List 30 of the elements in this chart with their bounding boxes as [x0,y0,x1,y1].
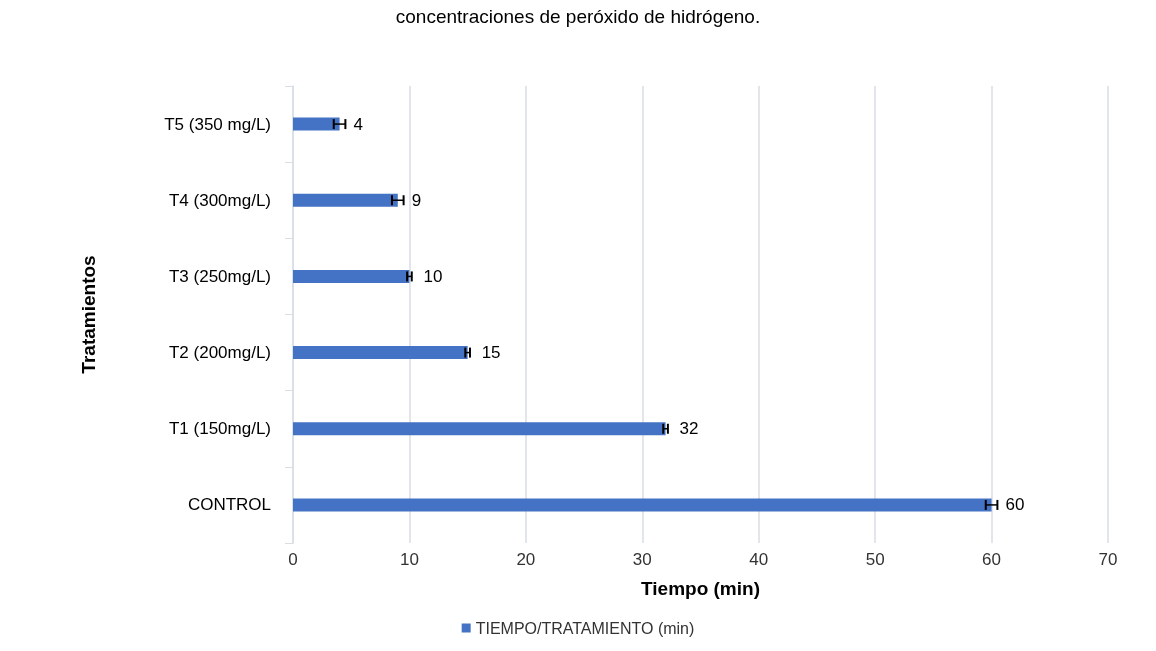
bar [293,269,410,283]
data-label: 32 [679,419,699,439]
x-tick-label: 10 [399,550,419,569]
y-axis-title: Tratamientos [78,255,99,374]
bar [293,346,468,360]
x-tick-label: 40 [749,550,769,569]
data-label: 15 [481,343,501,363]
legend-label: TIEMPO/TRATAMIENTO (min) [475,619,695,637]
y-tick-label: T5 (350 mg/L) [164,114,271,134]
x-tick-label: 0 [288,550,298,569]
y-tick-label: CONTROL [187,495,271,515]
bar [293,193,398,207]
x-axis-title: Tiempo (min) [641,578,760,599]
y-tick-label: T2 (200mg/L) [168,343,271,363]
x-tick-label: 20 [516,550,536,569]
data-label: 60 [1005,495,1025,515]
bar [293,117,340,131]
data-label: 10 [423,266,443,286]
y-tick-label: T4 (300mg/L) [168,190,271,210]
data-label: 9 [411,190,422,210]
x-tick-label: 70 [1098,550,1118,569]
y-tick-label: T3 (250mg/L) [168,266,271,286]
chart-title: concentraciones de peróxido de hidrógeno. [395,6,761,27]
x-tick-label: 30 [632,550,652,569]
x-tick-label: 50 [865,550,885,569]
bar [293,422,666,436]
data-label: 4 [353,114,364,134]
bar [293,498,992,512]
x-tick-label: 60 [982,550,1002,569]
y-tick-label: T1 (150mg/L) [168,419,271,439]
